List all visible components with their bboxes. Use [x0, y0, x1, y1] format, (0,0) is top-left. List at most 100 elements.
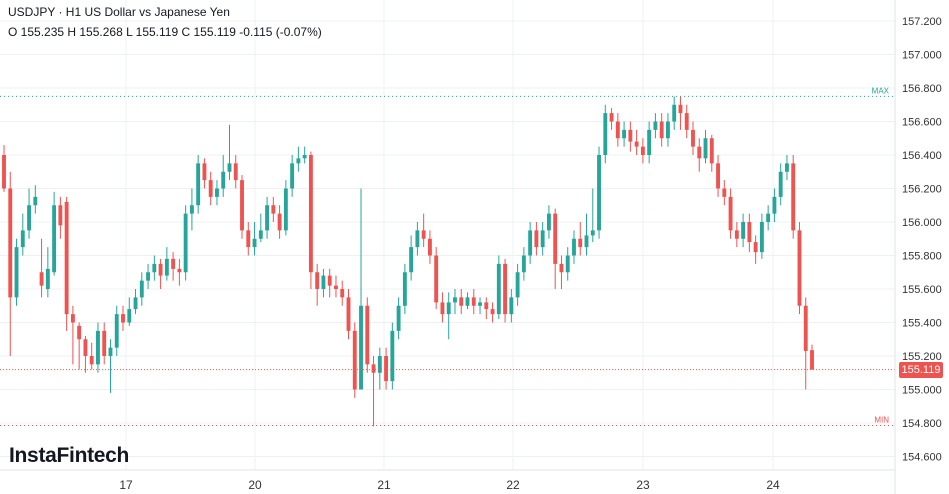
candle-body [390, 330, 395, 382]
candle-body [189, 205, 194, 214]
candle [215, 180, 219, 206]
candle [603, 104, 608, 164]
candle-body [640, 146, 645, 155]
candle [709, 134, 714, 172]
candle-body [146, 272, 151, 281]
candle-body [478, 302, 482, 306]
candle [672, 96, 677, 130]
symbol-title[interactable]: USDJPY · H1 US Dollar vs Japanese Yen [8, 5, 230, 19]
candle [678, 96, 683, 130]
candle-body [453, 297, 457, 303]
candle [772, 188, 777, 222]
candle-body [559, 263, 564, 273]
candle [96, 322, 100, 373]
candle [340, 280, 345, 306]
price-tick-label: 155.800 [902, 251, 942, 263]
candle [521, 247, 526, 281]
candle-body [490, 309, 495, 315]
candle [434, 247, 439, 310]
candle-body [64, 201, 69, 315]
candle-body [171, 258, 176, 269]
candle [2, 144, 6, 192]
price-tick-label: 157.200 [902, 16, 942, 28]
candle-body [691, 129, 695, 147]
candle-body [327, 275, 332, 286]
candle-body [177, 268, 182, 273]
candle [133, 289, 138, 315]
candle-body [509, 297, 514, 315]
candle [127, 297, 132, 326]
candle [540, 222, 545, 256]
candle-body [202, 163, 207, 181]
candle [52, 191, 57, 276]
candle-body [709, 138, 714, 164]
candle [453, 289, 457, 315]
candle-body [139, 280, 144, 298]
candle [622, 121, 627, 147]
candle [409, 235, 414, 281]
candle [572, 230, 576, 264]
candle [390, 322, 395, 390]
candle [171, 252, 176, 281]
candle-body [77, 325, 82, 340]
price-tick-label: 156.400 [902, 150, 942, 162]
candle [177, 258, 182, 286]
candle-body [653, 121, 658, 130]
candle [365, 297, 370, 373]
candle-body [684, 113, 689, 130]
candle [77, 322, 82, 370]
candle [139, 272, 144, 306]
price-axis[interactable]: 157.200 157.000 156.800 156.600 156.400 156.2… [902, 16, 942, 464]
candle [315, 263, 320, 306]
candle [308, 151, 313, 289]
time-tick-label: 21 [377, 478, 391, 492]
candle [684, 104, 689, 139]
candle-body [496, 263, 501, 315]
candle-body [252, 238, 257, 248]
candle-body [678, 104, 683, 114]
price-tick-label: 155.400 [902, 318, 942, 330]
candle [496, 255, 501, 320]
candle-body [565, 255, 570, 273]
candle-body [114, 314, 119, 348]
candle [334, 275, 338, 298]
candle [427, 230, 432, 264]
price-tick-label: 156.600 [902, 117, 942, 129]
candle [559, 255, 564, 289]
candle [208, 171, 213, 206]
candle-body [315, 272, 320, 289]
time-tick-label: 23 [636, 478, 650, 492]
candle [83, 335, 88, 373]
candle-body [772, 196, 777, 214]
candle [647, 121, 652, 164]
grid-lines [0, 0, 895, 470]
candle-body [321, 275, 326, 289]
candle [803, 297, 808, 390]
candle-body [102, 330, 107, 356]
candle [158, 258, 163, 289]
candle-body [590, 230, 595, 236]
candle-body [766, 213, 771, 222]
candle-body [409, 247, 414, 273]
candle-body [672, 104, 677, 122]
candle [27, 188, 31, 239]
candle-body [722, 188, 727, 197]
candle [766, 205, 771, 231]
candle [785, 155, 789, 181]
price-tick-label: 154.600 [902, 452, 942, 464]
candle [296, 146, 301, 172]
candle-body [628, 129, 633, 142]
candle-body [277, 213, 282, 231]
candle [741, 213, 746, 248]
candle [39, 238, 44, 298]
candle [734, 222, 739, 248]
time-axis[interactable]: 17 20 21 22 23 24 [119, 478, 780, 492]
candle [716, 155, 720, 197]
candle [271, 196, 276, 222]
candle-body [634, 141, 639, 147]
price-tick-label: 157.000 [902, 50, 942, 62]
candle [609, 108, 614, 130]
candle [371, 356, 376, 427]
candle-body [89, 356, 94, 365]
